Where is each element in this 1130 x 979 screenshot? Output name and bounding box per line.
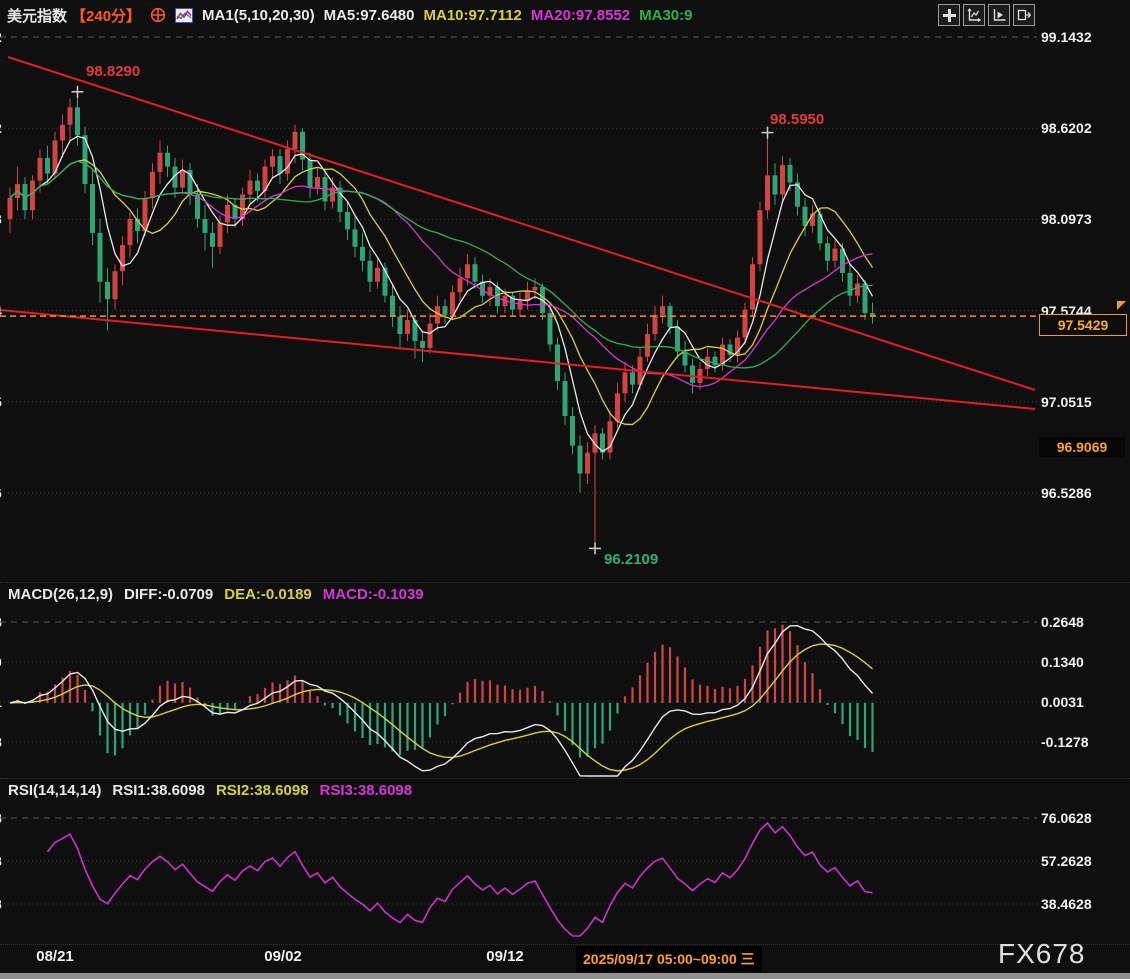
macd-panel-chart[interactable] [0, 606, 1130, 778]
price-annotation: 98.8290 [86, 63, 141, 80]
y-axis-label: 98.0973 [1041, 211, 1092, 228]
horizontal-scrollbar[interactable] [0, 973, 1130, 979]
panel-separator [0, 778, 1130, 779]
ma10-value: MA10:97.7112 [423, 6, 522, 24]
macd-axis-label-clipped: 0 [0, 653, 8, 671]
playback-button[interactable] [988, 4, 1010, 26]
ma20-value: MA20:97.8552 [530, 6, 631, 24]
rsi-axis-label: 38.4628 [1041, 895, 1092, 912]
fx678-watermark: FX678 [998, 938, 1086, 969]
macd-dea-value: DEA:-0.0189 [224, 586, 312, 603]
rsi-panel-chart[interactable] [0, 804, 1130, 942]
export-button[interactable] [1013, 4, 1035, 26]
y-axis-label-clipped: 2 [0, 119, 8, 137]
axis-scale-button[interactable] [963, 4, 985, 26]
y-axis-label: 98.6202 [1041, 120, 1092, 137]
price-annotation: 96.2109 [604, 551, 659, 568]
ma-settings-label[interactable]: MA1(5,10,20,30) [202, 6, 315, 24]
price-annotation: 98.5950 [770, 111, 825, 128]
y-axis-label-clipped: 5 [0, 393, 8, 411]
macd-diff-value: DIFF:-0.0709 [124, 586, 214, 603]
rsi-axis-label: 76.0628 [1041, 810, 1092, 826]
symbol-name: 美元指数 [7, 7, 68, 25]
ma30-value: MA30:9 [639, 6, 693, 24]
macd-axis-label-clipped: 1 [0, 693, 8, 711]
ma5-value: MA5:97.6480 [323, 6, 415, 24]
macd-axis-label: -0.1278 [1041, 733, 1089, 750]
rsi-axis-label-clipped: 8 [0, 895, 8, 913]
rsi-axis-label-clipped: 8 [0, 852, 8, 870]
target-icon[interactable] [150, 7, 166, 23]
rsi-axis-label-clipped: 8 [0, 809, 8, 827]
x-axis-date-label: 09/12 [486, 948, 524, 965]
timeframe-label[interactable]: 【240分】 [71, 7, 142, 25]
y-axis-label-clipped: 2 [0, 28, 8, 46]
macd-macd-value: MACD:-0.1039 [322, 586, 424, 603]
grid-pan-button[interactable] [938, 4, 960, 26]
main-candlestick-chart[interactable] [0, 28, 1130, 582]
macd-axis-label: 0.2648 [1041, 613, 1084, 630]
y-axis-label-clipped: 4 [0, 302, 8, 320]
y-axis-label-clipped: 3 [0, 210, 8, 228]
macd-axis-label: 0.1340 [1041, 653, 1084, 670]
panel-separator [0, 582, 1130, 583]
macd-axis-label-clipped: 8 [0, 733, 8, 751]
rsi2-value: RSI2:38.6098 [215, 782, 309, 799]
macd-params-label[interactable]: MACD(26,12,9) [8, 586, 114, 603]
rsi1-value: RSI1:38.6098 [112, 782, 205, 799]
macd-axis-label: 0.0031 [1041, 693, 1084, 710]
rsi-params-label[interactable]: RSI(14,14,14) [8, 782, 102, 799]
y-axis-label-clipped: 6 [0, 484, 8, 502]
selected-time-range-label: 2025/09/17 05:00~09:00 三 [576, 946, 762, 972]
chart-style-icon[interactable] [175, 7, 194, 23]
macd-axis-label-clipped: 8 [0, 613, 8, 631]
y-axis-label: 96.5286 [1041, 484, 1092, 501]
macd-title-row: MACD(26,12,9) DIFF:-0.0709 DEA:-0.0189 M… [8, 586, 424, 603]
x-axis-date-label: 08/21 [36, 948, 74, 965]
current-price-tag: 97.5429 [1039, 314, 1127, 336]
y-axis-label: 99.1432 [1041, 29, 1092, 45]
chart-header: 美元指数 【240分】 MA1(5,10,20,30) MA5:97.6480 … [7, 4, 693, 26]
rsi3-value: RSI3:38.6098 [319, 782, 413, 799]
y-axis-label: 97.0515 [1041, 393, 1092, 410]
latest-price-arrow-icon [1117, 301, 1126, 310]
price-level-tag: 96.9069 [1039, 437, 1125, 457]
rsi-axis-label: 57.2628 [1041, 852, 1092, 869]
x-axis-date-label: 09/02 [264, 948, 302, 965]
chart-toolbar [938, 4, 1035, 26]
x-axis-line [0, 944, 1130, 945]
rsi-title-row: RSI(14,14,14) RSI1:38.6098 RSI2:38.6098 … [8, 782, 412, 799]
